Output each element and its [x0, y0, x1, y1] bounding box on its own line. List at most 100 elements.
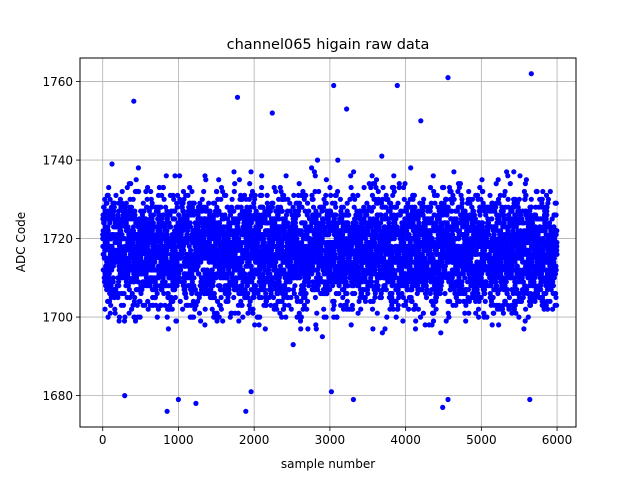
data-point — [116, 283, 121, 288]
data-point — [158, 205, 163, 210]
data-point — [227, 291, 232, 296]
data-point — [257, 315, 262, 320]
data-point — [253, 193, 258, 198]
data-point — [304, 291, 309, 296]
data-point — [335, 158, 340, 163]
data-point — [200, 197, 205, 202]
data-point — [406, 307, 411, 312]
data-point — [441, 185, 446, 190]
data-point — [408, 165, 413, 170]
data-point — [381, 185, 386, 190]
data-point — [191, 315, 196, 320]
data-point — [349, 185, 354, 190]
data-point — [321, 307, 326, 312]
data-point — [305, 201, 310, 206]
data-point — [203, 307, 208, 312]
data-point — [201, 189, 206, 194]
data-point — [376, 283, 381, 288]
data-point — [232, 181, 237, 186]
data-point — [259, 193, 264, 198]
data-point — [198, 318, 203, 323]
data-point — [248, 169, 253, 174]
data-point — [109, 161, 114, 166]
data-point — [303, 193, 308, 198]
data-point — [134, 177, 139, 182]
data-point — [346, 212, 351, 217]
data-point — [155, 291, 160, 296]
data-point — [370, 326, 375, 331]
data-point — [168, 224, 173, 229]
data-point — [313, 173, 318, 178]
data-point — [335, 189, 340, 194]
data-point — [219, 307, 224, 312]
data-point — [203, 177, 208, 182]
data-point — [273, 189, 278, 194]
data-point — [128, 181, 133, 186]
data-point — [370, 307, 375, 312]
data-point — [232, 189, 237, 194]
data-point — [136, 165, 141, 170]
data-point — [121, 303, 126, 308]
data-point — [108, 303, 113, 308]
data-point — [311, 197, 316, 202]
data-point — [155, 315, 160, 320]
data-point — [170, 307, 175, 312]
data-point — [132, 295, 137, 300]
data-point — [314, 326, 319, 331]
data-point — [111, 279, 116, 284]
data-point — [172, 216, 177, 221]
data-point — [292, 283, 297, 288]
data-point — [460, 201, 465, 206]
data-point — [355, 193, 360, 198]
data-point — [240, 303, 245, 308]
data-point — [431, 318, 436, 323]
data-point — [141, 201, 146, 206]
data-point — [396, 295, 401, 300]
data-point — [466, 311, 471, 316]
data-point — [283, 315, 288, 320]
data-point — [299, 315, 304, 320]
data-point — [240, 315, 245, 320]
data-point — [392, 189, 397, 194]
data-point — [391, 173, 396, 178]
data-point — [174, 318, 179, 323]
data-point — [231, 169, 236, 174]
data-point — [223, 193, 228, 198]
data-point — [476, 315, 481, 320]
data-point — [304, 307, 309, 312]
data-point — [180, 307, 185, 312]
data-point — [379, 295, 384, 300]
data-point — [416, 307, 421, 312]
data-point — [202, 322, 207, 327]
data-point — [117, 315, 122, 320]
data-point — [316, 189, 321, 194]
data-point — [236, 318, 241, 323]
data-point — [206, 201, 211, 206]
data-point — [394, 315, 399, 320]
data-point — [138, 315, 143, 320]
data-point — [150, 201, 155, 206]
data-point — [344, 291, 349, 296]
data-point — [476, 307, 481, 312]
data-point — [350, 307, 355, 312]
data-point — [166, 326, 171, 331]
data-point — [315, 158, 320, 163]
data-point — [341, 205, 346, 210]
data-point — [178, 299, 183, 304]
data-point — [280, 209, 285, 214]
data-point — [291, 193, 296, 198]
data-point — [184, 295, 189, 300]
data-point — [297, 181, 302, 186]
data-point — [384, 287, 389, 292]
data-point — [314, 311, 319, 316]
data-point — [172, 173, 177, 178]
data-point — [435, 193, 440, 198]
data-point — [324, 201, 329, 206]
data-point — [225, 299, 230, 304]
data-point — [250, 307, 255, 312]
data-point — [320, 334, 325, 339]
data-point — [376, 189, 381, 194]
data-point — [217, 315, 222, 320]
